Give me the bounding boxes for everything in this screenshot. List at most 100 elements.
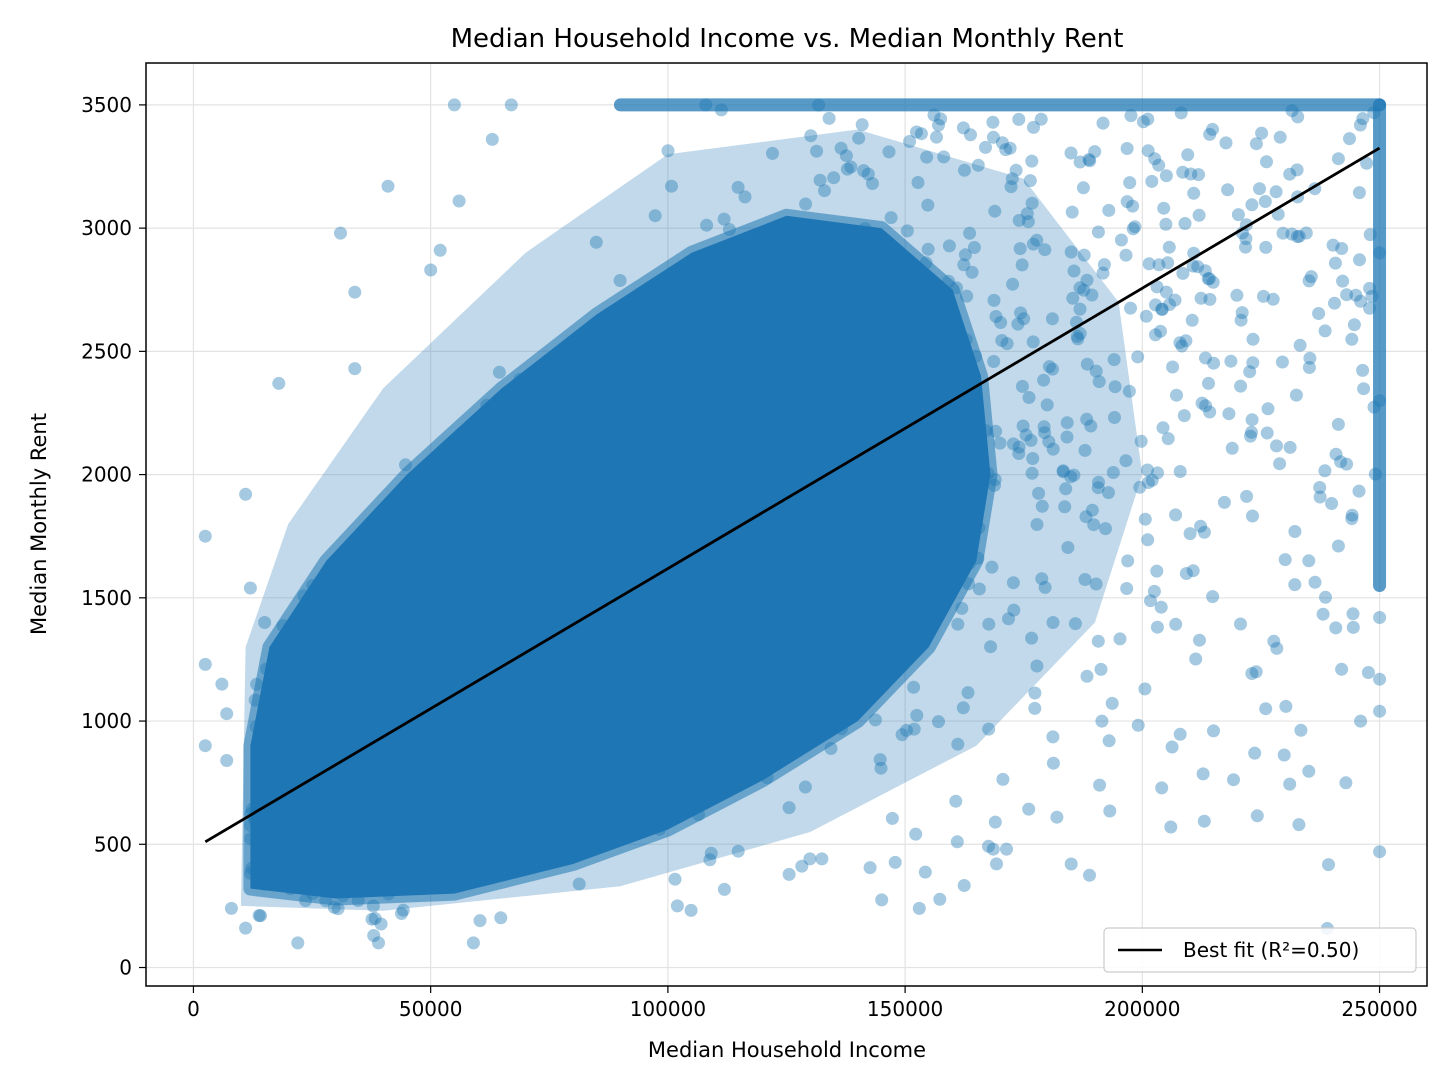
data-point [448, 671, 462, 685]
data-point [719, 410, 733, 424]
data-point [1319, 590, 1332, 604]
data-point [369, 783, 383, 797]
data-point [720, 373, 733, 387]
data-point [737, 412, 751, 426]
data-point [933, 382, 947, 396]
data-point [258, 616, 272, 629]
data-point [281, 760, 295, 773]
data-point [584, 466, 598, 480]
data-point [680, 714, 693, 728]
data-point [951, 427, 965, 441]
data-point [1002, 612, 1015, 626]
data-point [799, 197, 813, 211]
data-point [501, 630, 515, 644]
data-point [503, 598, 517, 612]
data-point [958, 505, 972, 519]
data-point [830, 450, 844, 464]
data-point [782, 533, 796, 546]
data-point [969, 432, 983, 446]
data-point [1198, 264, 1212, 278]
data-point [1070, 329, 1084, 343]
data-point [860, 574, 874, 587]
data-point [1245, 198, 1259, 212]
data-point [488, 447, 502, 461]
data-point [1012, 112, 1026, 126]
data-point [372, 936, 385, 950]
data-point [748, 454, 762, 468]
data-point [254, 909, 267, 923]
data-point [271, 850, 285, 864]
data-point [1331, 417, 1345, 431]
data-point [714, 103, 728, 117]
data-point [378, 679, 392, 693]
data-point [552, 606, 565, 620]
data-point [306, 579, 320, 592]
data-point [577, 485, 590, 499]
data-point [327, 857, 341, 871]
data-point [742, 693, 756, 707]
data-point [813, 639, 827, 653]
data-point [574, 538, 588, 552]
data-point [1266, 292, 1280, 306]
data-point [611, 334, 625, 348]
data-point [569, 647, 582, 661]
data-point [1035, 572, 1049, 586]
data-point [709, 438, 722, 452]
data-point [814, 727, 828, 740]
data-point [1293, 338, 1307, 352]
data-point [971, 158, 985, 172]
data-point [670, 448, 684, 461]
data-point [1131, 718, 1145, 732]
data-point [1174, 106, 1188, 120]
data-point [423, 773, 437, 787]
data-point [988, 204, 1002, 218]
data-point [924, 495, 938, 509]
data-point [757, 534, 770, 548]
data-point [707, 674, 721, 688]
data-point [1357, 382, 1371, 396]
data-point [677, 549, 691, 563]
data-point [401, 634, 415, 648]
data-point [504, 812, 518, 825]
data-point [661, 144, 675, 158]
data-point [1185, 313, 1199, 327]
data-point [654, 722, 668, 736]
data-point [553, 491, 567, 505]
data-point [736, 677, 749, 691]
data-point [524, 628, 537, 642]
data-point [1291, 110, 1305, 124]
data-point [754, 372, 768, 386]
data-point [554, 470, 568, 484]
data-point [963, 226, 977, 240]
legend-label: Best fit (R²=0.50) [1183, 938, 1359, 962]
data-point [943, 452, 957, 466]
data-point [489, 707, 503, 721]
data-point [1106, 466, 1120, 479]
data-point [731, 667, 745, 681]
data-point [945, 408, 958, 422]
data-point [1170, 388, 1183, 402]
data-point [387, 685, 401, 699]
data-point [685, 301, 699, 315]
data-point [382, 559, 396, 573]
data-point [1199, 399, 1213, 413]
data-point [839, 149, 853, 163]
y-tick-label: 1000 [81, 709, 132, 733]
data-point [918, 865, 932, 879]
data-point [420, 633, 434, 647]
data-point [900, 512, 914, 526]
data-point [885, 335, 898, 349]
data-point [1173, 727, 1187, 741]
data-point [988, 815, 1002, 829]
data-point [621, 499, 635, 513]
data-point [1202, 376, 1215, 390]
data-point [987, 355, 1001, 368]
data-point [934, 326, 948, 340]
data-point [615, 575, 629, 589]
y-axis-label: Median Monthly Rent [27, 413, 51, 635]
data-point [220, 707, 234, 721]
data-point [1343, 132, 1356, 146]
data-point [319, 717, 333, 731]
data-point [684, 378, 698, 392]
data-point [256, 869, 270, 883]
